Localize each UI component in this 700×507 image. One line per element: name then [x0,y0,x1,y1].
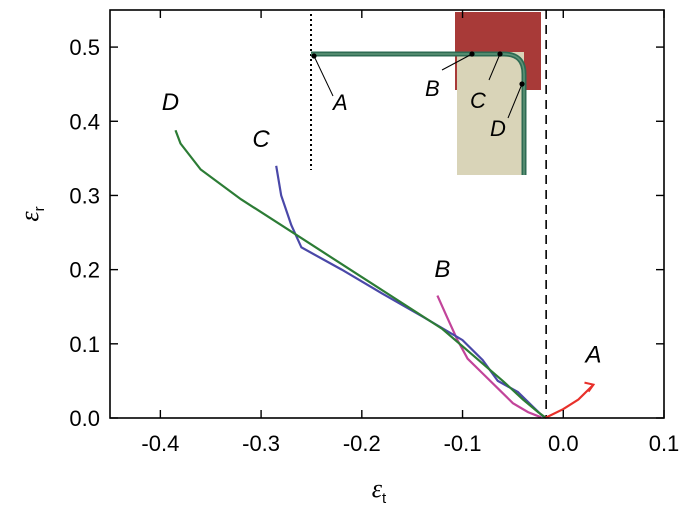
x-tick-label: -0.2 [343,431,381,456]
y-axis-label-sub: r [31,206,48,211]
y-tick-label: 0.5 [69,35,100,60]
inset-leader-c [488,53,501,81]
x-axis-label: εt [372,474,387,507]
series-a-arrowhead [584,381,596,393]
y-axis-label: εr [15,206,48,221]
inset-leader-a [313,55,334,97]
inset-label-d: D [490,116,506,141]
inset-label-c: C [470,88,486,113]
series-line-c [275,165,544,418]
series-line-d [174,129,546,419]
x-tick-label: -0.3 [242,431,280,456]
inset-label-a: A [331,90,348,115]
y-tick-label: 0.3 [69,183,100,208]
series-line-a [544,383,595,419]
plot-frame [109,9,665,419]
y-tick-label: 0.4 [69,109,100,134]
x-tick-label: -0.1 [444,431,482,456]
inset-leader-b [441,53,473,71]
series-label-d: D [162,89,179,116]
series-layer [174,129,596,419]
series-line-b [436,295,542,419]
x-tick-label: 0.1 [649,431,680,456]
inset-label-b: B [425,76,440,101]
y-tick-label: 0.2 [69,258,100,283]
x-axis-label-sub: t [382,490,387,507]
x-tick-label: 0.0 [548,431,579,456]
axes-layer: -0.4 -0.3 -0.2 -0.1 0.0 0.1 0.0 0.1 0.2 0.3 0.4 0.5… [15,9,680,507]
series-label-c: C [252,126,270,153]
series-label-b: B [434,256,450,283]
inset-workpiece [457,52,524,175]
inset-leader-d [507,83,523,119]
series-label-a: A [583,341,601,368]
inset-sheet-highlight [311,53,525,175]
y-tick-label: 0.1 [69,332,100,357]
inset-diagram: A B CD [310,12,541,175]
y-tick-label: 0.0 [69,406,100,431]
x-tick-label: -0.4 [141,431,179,456]
